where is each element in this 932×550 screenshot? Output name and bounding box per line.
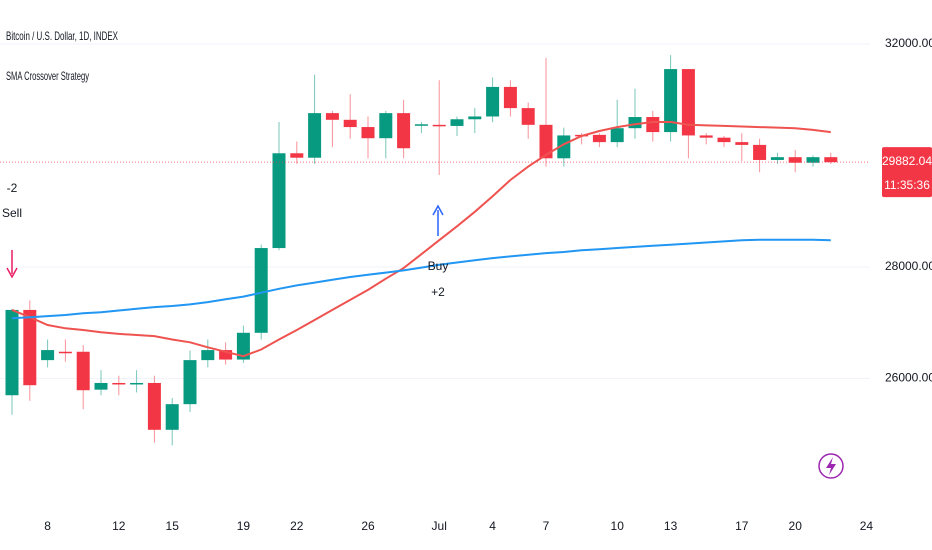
x-tick-label: 19 — [237, 519, 251, 533]
x-tick-label: 8 — [44, 519, 51, 533]
chart-title: Bitcoin / U.S. Dollar, 1D, INDEX — [6, 29, 118, 43]
candle-body — [397, 113, 411, 149]
candle-body — [41, 350, 55, 361]
x-tick-label: 12 — [112, 519, 126, 533]
strategy-name: SMA Crossover Strategy — [6, 69, 89, 83]
candle-body — [592, 134, 606, 143]
y-tick-label: 26000.00 — [885, 371, 932, 385]
lightning-icon[interactable] — [818, 453, 844, 479]
candle-body — [414, 124, 428, 126]
x-tick-label: 20 — [789, 519, 803, 533]
buy-arrow — [432, 204, 444, 236]
candle-body — [770, 157, 784, 160]
candle-body — [290, 153, 304, 158]
candle-body — [432, 124, 446, 127]
candle-body — [201, 350, 215, 361]
candle-body — [76, 351, 90, 391]
x-tick-label: 13 — [664, 519, 678, 533]
candle-body — [753, 144, 767, 160]
candle-body — [788, 157, 802, 163]
candle-body — [503, 86, 517, 109]
candle-body — [468, 116, 482, 120]
buy-label: Buy — [428, 259, 449, 273]
candle-body — [450, 119, 464, 126]
candle-body — [343, 119, 357, 128]
candle-body — [112, 382, 126, 385]
y-tick-label: 32000.00 — [885, 36, 932, 50]
candle-body — [165, 404, 179, 430]
candle-body — [717, 137, 731, 143]
candle-body — [806, 157, 820, 163]
x-tick-label: 22 — [290, 519, 304, 533]
x-tick-label: 7 — [543, 519, 550, 533]
candle-body — [699, 135, 713, 138]
candle-body — [664, 69, 678, 133]
candle-body — [646, 117, 660, 133]
candle-body — [254, 248, 268, 333]
candle-body — [219, 350, 233, 360]
candle-body — [521, 108, 535, 125]
candle-body — [628, 117, 642, 129]
candle-body — [23, 309, 37, 386]
sma-line — [11, 238, 831, 320]
candle-body — [735, 142, 749, 145]
y-tick-label: 28000.00 — [885, 259, 932, 273]
x-tick-label: 15 — [166, 519, 180, 533]
last-price-box — [882, 147, 932, 198]
plot: 26000.00 28000.00 32000.00 8 12 15 19 22 26 Jul 4 7… — [0, 36, 932, 533]
x-tick-label: Jul — [432, 519, 447, 533]
candle-body — [272, 153, 286, 249]
candle-body — [681, 69, 695, 136]
candle-body — [325, 113, 339, 120]
x-tick-label: 4 — [489, 519, 496, 533]
candle-body — [94, 382, 108, 390]
candle-body — [147, 382, 161, 430]
buy-quantity: +2 — [431, 285, 445, 299]
sell-quantity: -2 — [7, 181, 18, 195]
candle-body — [539, 124, 553, 159]
candle-body — [361, 127, 375, 139]
candle-body — [183, 360, 197, 405]
candle-body — [379, 113, 393, 139]
countdown: 11:35:36 — [884, 178, 930, 192]
sell-arrow — [6, 250, 18, 279]
x-tick-label: 24 — [860, 519, 874, 533]
candle-body — [308, 113, 322, 158]
x-tick-label: 10 — [611, 519, 625, 533]
x-tick-label: 17 — [735, 519, 749, 533]
candle-body — [236, 332, 250, 360]
candle-body — [824, 157, 838, 163]
candle-body — [5, 309, 19, 396]
candle-body — [130, 382, 144, 385]
sell-label: Sell — [2, 206, 22, 220]
last-price-label: 29882.04 — [882, 154, 932, 168]
candle-body — [610, 128, 624, 143]
x-tick-label: 26 — [361, 519, 375, 533]
candle-body — [557, 135, 571, 159]
candle-body — [486, 86, 500, 117]
sma-line — [11, 121, 831, 358]
candle-body — [58, 351, 72, 354]
